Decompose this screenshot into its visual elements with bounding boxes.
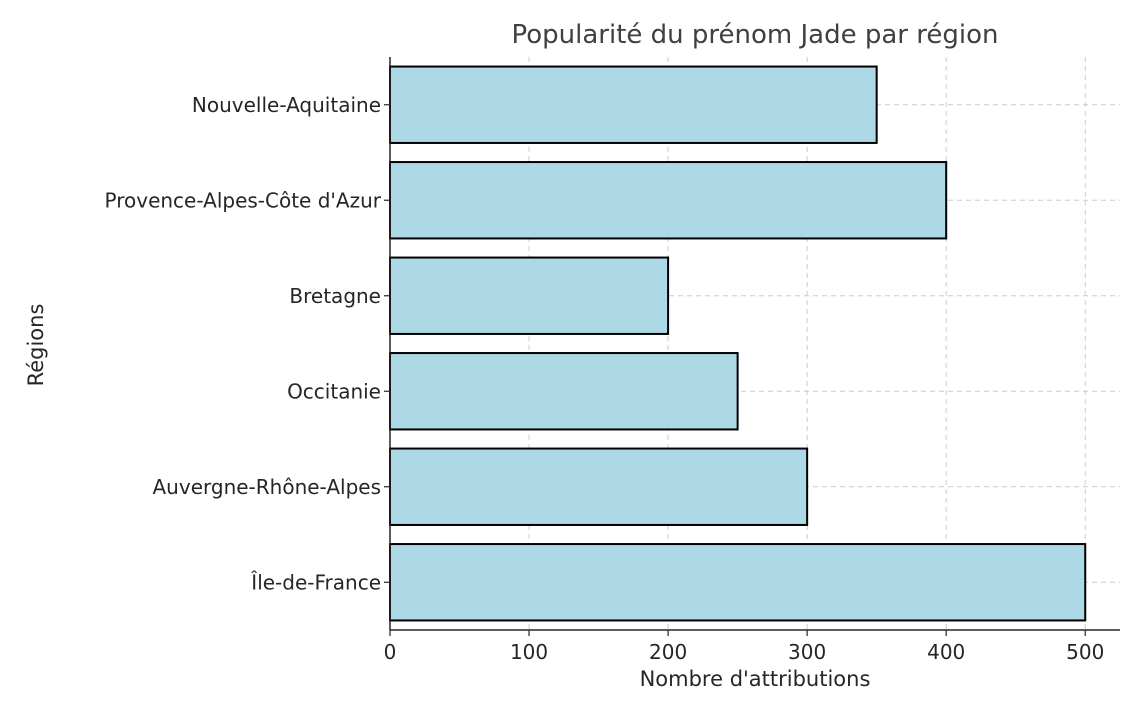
x-tick-label: 100	[510, 640, 548, 664]
bar	[389, 161, 948, 240]
bar	[389, 352, 739, 431]
bar	[389, 65, 878, 144]
axes	[384, 57, 1120, 636]
bar	[389, 543, 1087, 622]
y-tick-label: Nouvelle-Aquitaine	[192, 93, 381, 117]
y-tick-label: Auvergne-Rhône-Alpes	[153, 475, 382, 499]
bars	[389, 65, 1087, 622]
x-tick-label: 300	[788, 640, 826, 664]
x-tick-label: 500	[1066, 640, 1104, 664]
x-tick-label: 400	[927, 640, 965, 664]
bar	[389, 256, 670, 335]
x-tick-label: 200	[649, 640, 687, 664]
bar	[389, 447, 809, 526]
tick-labels: 0 100 200 300 400 500 Île-de-France Auvergne-Rh…	[105, 93, 1105, 664]
y-tick-label: Île-de-France	[250, 570, 381, 594]
chart-title: Popularité du prénom Jade par région	[512, 20, 999, 50]
y-tick-label: Provence-Alpes-Côte d'Azur	[105, 188, 382, 212]
x-axis-title: Nombre d'attributions	[640, 667, 871, 691]
y-tick-label: Occitanie	[287, 379, 381, 403]
y-axis-title: Régions	[24, 304, 48, 387]
y-tick-label: Bretagne	[289, 284, 381, 308]
x-tick-label: 0	[384, 640, 397, 664]
